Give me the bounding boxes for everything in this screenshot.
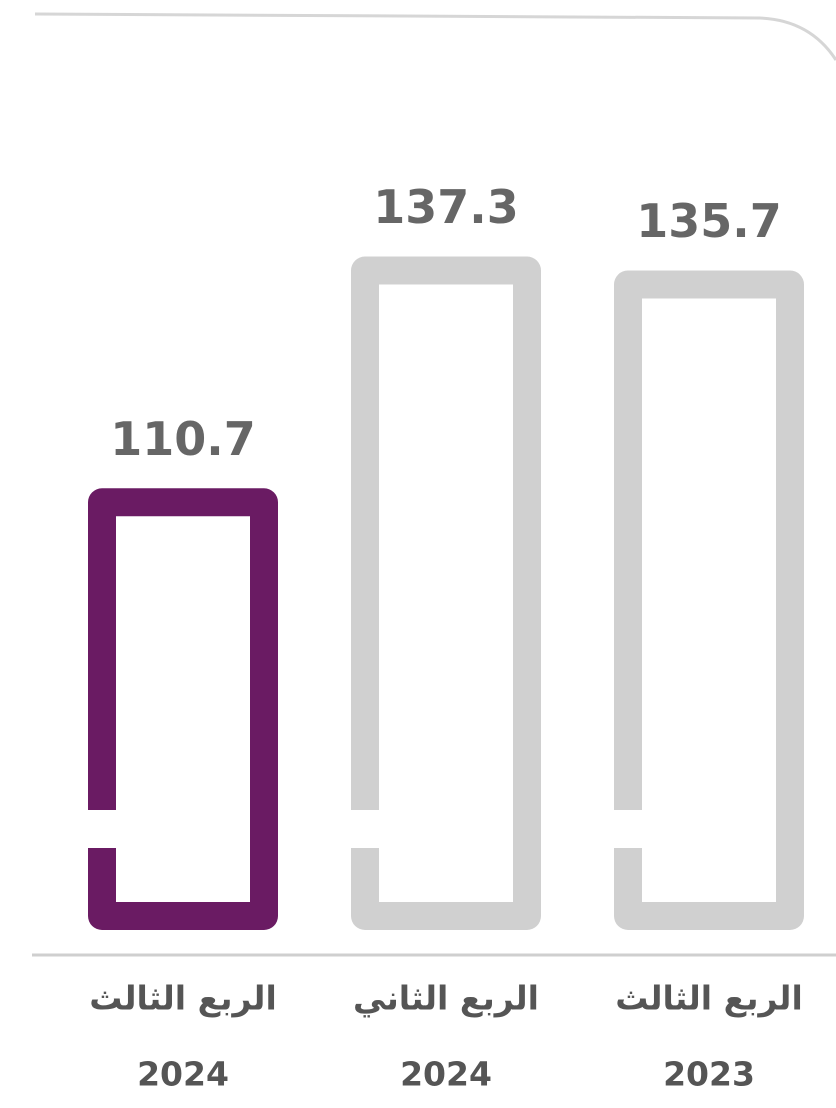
top-border xyxy=(34,12,836,61)
category-label: الربع الثالث xyxy=(615,979,803,1019)
category-label: الربع الثالث xyxy=(89,979,277,1019)
value-label: 137.3 xyxy=(373,180,519,234)
category-label: الربع الثاني xyxy=(353,979,539,1019)
bar xyxy=(614,270,804,930)
bar xyxy=(88,488,278,930)
bar xyxy=(351,256,541,930)
category-label: 2023 xyxy=(663,1055,755,1094)
value-label: 135.7 xyxy=(636,194,782,248)
category-label: 2024 xyxy=(400,1055,492,1094)
category-label: 2024 xyxy=(137,1055,229,1094)
value-label: 110.7 xyxy=(110,412,256,466)
